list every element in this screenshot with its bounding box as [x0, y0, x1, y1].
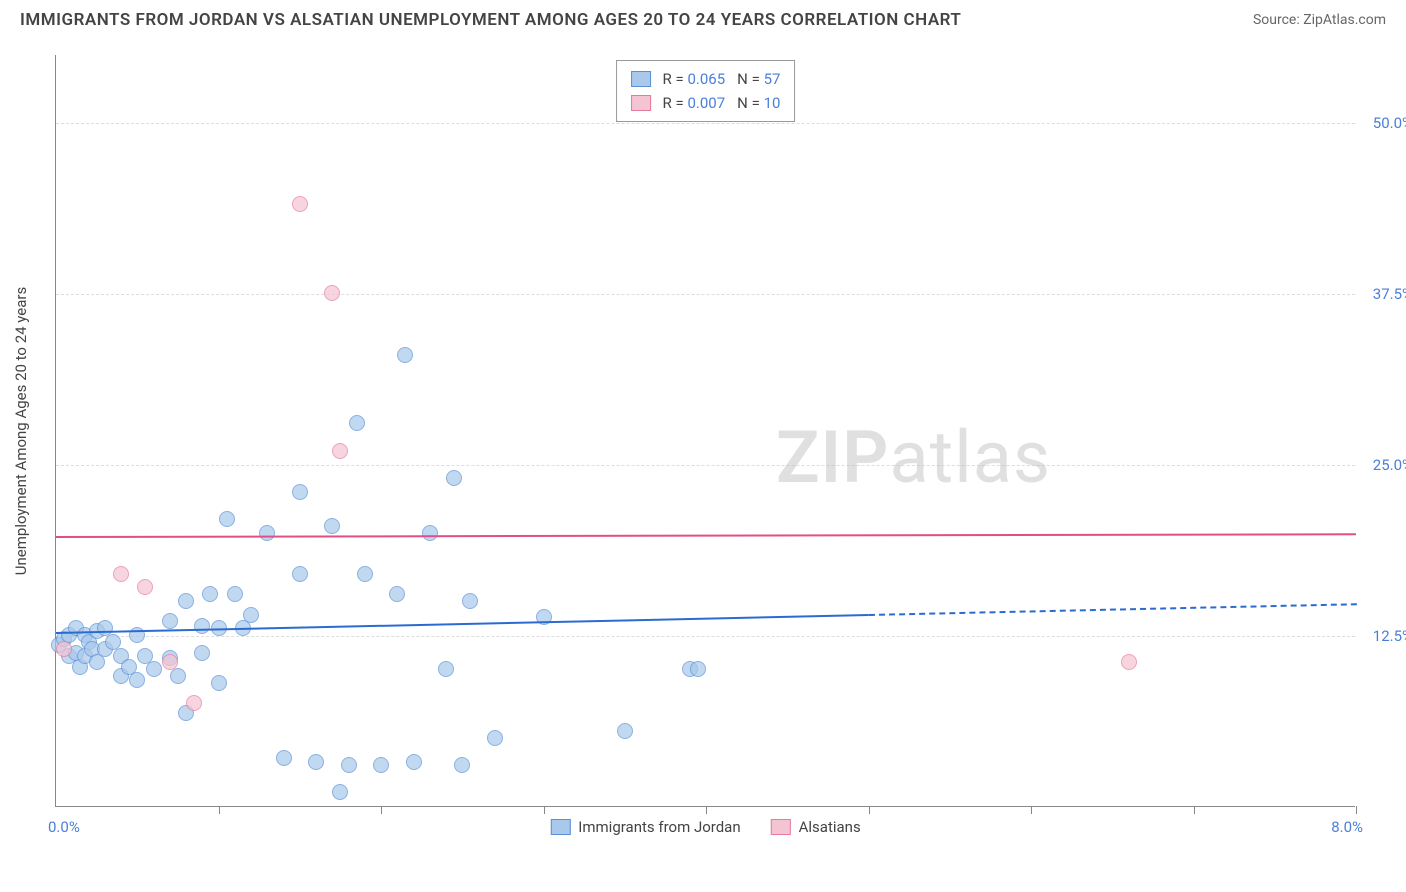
data-point [259, 525, 275, 541]
y-tick-label: 37.5% [1373, 285, 1406, 303]
x-tick [1031, 806, 1032, 814]
legend-series: Immigrants from Jordan Alsatians [550, 818, 860, 836]
legend-stats-row-2: R = 0.007 N = 10 [631, 91, 781, 115]
x-tick [706, 806, 707, 814]
data-point [487, 730, 503, 746]
data-point [373, 757, 389, 773]
data-point [186, 695, 202, 711]
data-point [446, 470, 462, 486]
gridline [56, 123, 1355, 124]
gridline [56, 294, 1355, 295]
legend-stats-row-1: R = 0.065 N = 57 [631, 67, 781, 91]
data-point [454, 757, 470, 773]
data-point [332, 443, 348, 459]
data-point [406, 754, 422, 770]
x-tick [869, 806, 870, 814]
data-point [292, 196, 308, 212]
series2-name: Alsatians [799, 818, 861, 836]
data-point [308, 754, 324, 770]
data-point [113, 566, 129, 582]
data-point [357, 566, 373, 582]
legend-item-2: Alsatians [771, 818, 861, 836]
data-point [178, 593, 194, 609]
x-tick [219, 806, 220, 814]
data-point [194, 618, 210, 634]
data-point [129, 672, 145, 688]
data-point [137, 579, 153, 595]
series2-swatch [631, 95, 651, 111]
trend-line-dashed [868, 603, 1356, 616]
series1-swatch-icon [550, 819, 570, 835]
data-point [56, 641, 72, 657]
data-point [194, 645, 210, 661]
series1-swatch [631, 71, 651, 87]
data-point [617, 723, 633, 739]
series1-name: Immigrants from Jordan [578, 818, 740, 836]
y-axis-title: Unemployment Among Ages 20 to 24 years [12, 286, 30, 574]
data-point [202, 586, 218, 602]
y-tick-label: 25.0% [1373, 456, 1406, 474]
data-point [324, 518, 340, 534]
data-point [349, 415, 365, 431]
series2-swatch-icon [771, 819, 791, 835]
data-point [170, 668, 186, 684]
data-point [389, 586, 405, 602]
data-point [422, 525, 438, 541]
x-axis-max-label: 8.0% [1331, 818, 1363, 836]
data-point [162, 613, 178, 629]
gridline [56, 636, 1355, 637]
source-label: Source: ZipAtlas.com [1253, 12, 1386, 28]
data-point [146, 661, 162, 677]
data-point [397, 347, 413, 363]
y-tick-label: 12.5% [1373, 627, 1406, 645]
data-point [292, 566, 308, 582]
trend-line [56, 614, 869, 634]
gridline [56, 465, 1355, 466]
x-axis-min-label: 0.0% [48, 818, 80, 836]
data-point [1121, 654, 1137, 670]
data-point [89, 654, 105, 670]
data-point [219, 511, 235, 527]
data-point [227, 586, 243, 602]
y-tick-label: 50.0% [1373, 114, 1406, 132]
legend-stats: R = 0.065 N = 57 R = 0.007 N = 10 [616, 60, 796, 122]
x-tick [381, 806, 382, 814]
watermark: ZIPatlas [776, 415, 1051, 500]
data-point [341, 757, 357, 773]
data-point [332, 784, 348, 800]
data-point [211, 675, 227, 691]
x-tick [1356, 806, 1357, 814]
trend-line [56, 534, 1356, 539]
data-point [243, 607, 259, 623]
chart-title: IMMIGRANTS FROM JORDAN VS ALSATIAN UNEMP… [20, 10, 961, 30]
x-tick [1194, 806, 1195, 814]
x-tick [544, 806, 545, 814]
data-point [438, 661, 454, 677]
header: IMMIGRANTS FROM JORDAN VS ALSATIAN UNEMP… [0, 0, 1406, 30]
data-point [162, 654, 178, 670]
chart-area: Unemployment Among Ages 20 to 24 years 0… [55, 55, 1355, 807]
data-point [462, 593, 478, 609]
data-point [276, 750, 292, 766]
data-point [690, 661, 706, 677]
data-point [324, 285, 340, 301]
data-point [292, 484, 308, 500]
legend-item-1: Immigrants from Jordan [550, 818, 740, 836]
